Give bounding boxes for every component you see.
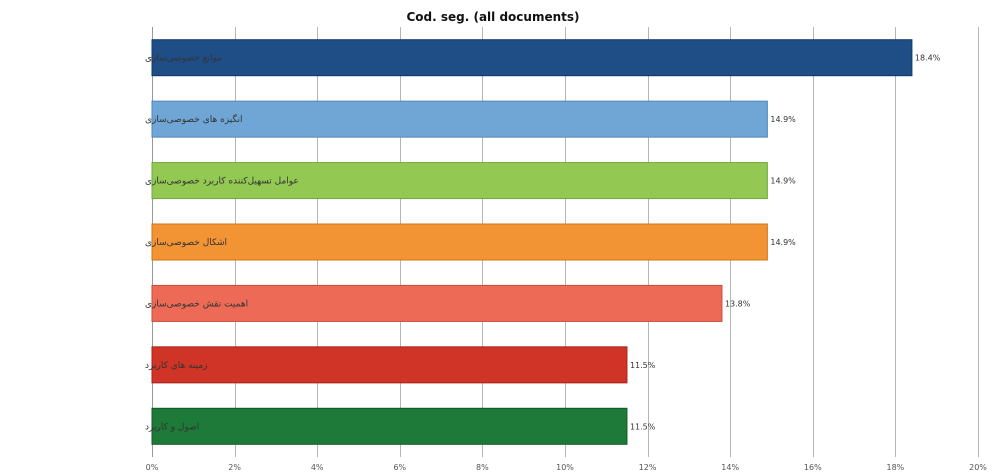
value-label: 14.9% — [770, 238, 796, 247]
x-tick-label: 8% — [476, 463, 489, 472]
category-label: اشکال خصوصی‌سازی — [145, 238, 227, 248]
category-labels: موانع خصوصی‌سازی انگیزه های خصوصی‌سازی عوا… — [145, 54, 299, 433]
bars — [151, 39, 913, 445]
x-tick-label: 10% — [556, 463, 574, 472]
value-label: 11.5% — [630, 361, 656, 370]
category-label: عوامل تسهیل‌کننده کاربرد خصوصی‌سازی — [145, 177, 299, 187]
bar — [151, 284, 723, 322]
x-tick-label: 16% — [804, 463, 822, 472]
value-label: 13.8% — [725, 299, 751, 308]
category-label: اهمیت نقش خصوصی‌سازی — [145, 299, 248, 309]
bar — [151, 223, 768, 261]
x-tick-label: 20% — [969, 463, 987, 472]
category-label: موانع خصوصی‌سازی — [145, 54, 222, 64]
category-label: اصول و کاربرد — [145, 422, 199, 432]
bar — [151, 39, 913, 77]
x-tick-label: 4% — [311, 463, 324, 472]
value-label: 14.9% — [770, 115, 796, 124]
value-label: 11.5% — [630, 422, 656, 431]
category-label: انگیزه های خصوصی‌سازی — [145, 113, 242, 125]
x-tick-label: 18% — [887, 463, 905, 472]
chart-title: Cod. seg. (all documents) — [406, 10, 579, 24]
value-labels: 18.4% 14.9% 14.9% 14.9% 13.8% 11.5% 11.5% — [630, 54, 941, 432]
category-label: زمینه های کاربرد — [145, 361, 208, 371]
bar — [151, 346, 628, 384]
bar — [151, 100, 768, 138]
bar — [151, 162, 768, 200]
x-tick-label: 0% — [146, 463, 159, 472]
bar — [151, 407, 628, 445]
value-label: 14.9% — [770, 177, 796, 186]
x-tick-label: 12% — [639, 463, 657, 472]
x-tick-label: 2% — [228, 463, 241, 472]
x-tick-label: 14% — [721, 463, 739, 472]
x-tick-labels: 0% 2% 4% 6% 8% 10% 12% 14% 16% 18% 20% — [146, 463, 988, 472]
x-tick-label: 6% — [393, 463, 406, 472]
value-label: 18.4% — [915, 54, 941, 63]
